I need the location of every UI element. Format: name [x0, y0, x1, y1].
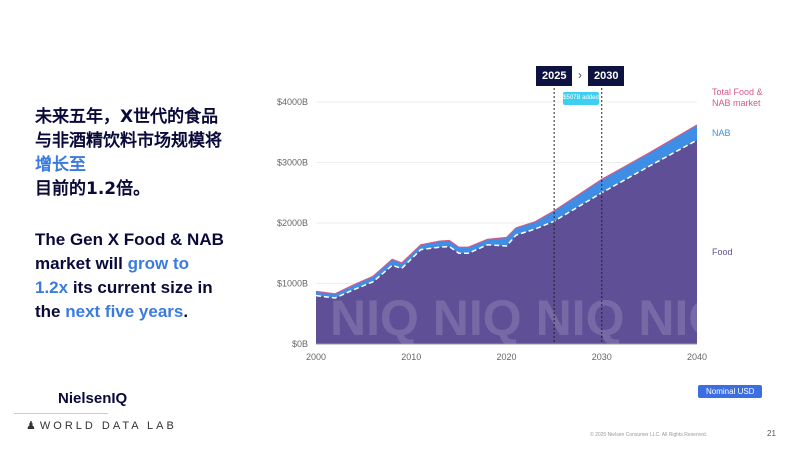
- chevron-right-icon: ›: [578, 68, 582, 82]
- copyright: © 2025 Nielsen Consumer LLC. All Rights …: [590, 432, 708, 438]
- total-line: [315, 124, 698, 295]
- y-tick-label: $0B: [292, 339, 308, 349]
- legend-total: Total Food & NAB market: [712, 87, 763, 108]
- y-tick-label: $2000B: [277, 218, 308, 228]
- y-tick-label: $1000B: [277, 279, 308, 289]
- x-tick-label: 2000: [306, 352, 326, 362]
- world-data-lab-logo: ♟ WORLD DATA LAB: [26, 420, 177, 432]
- legend-food: Food: [712, 247, 733, 257]
- y-tick-label: $4000B: [277, 97, 308, 107]
- year-label-2025: 2025: [536, 66, 573, 86]
- x-tick-label: 2020: [496, 352, 516, 362]
- x-tick-label: 2030: [592, 352, 612, 362]
- headline-english: The Gen X Food & NAB market will grow to…: [35, 230, 224, 321]
- watermark: NIQ NIQ NIQ NIQ: [330, 290, 727, 346]
- page-number: 21: [767, 429, 776, 438]
- y-tick-label: $3000B: [277, 158, 308, 168]
- currency-badge: Nominal USD: [698, 385, 763, 398]
- x-tick-label: 2040: [687, 352, 707, 362]
- year-label-2030: 2030: [588, 66, 625, 86]
- legend-nab: NAB: [712, 128, 731, 138]
- headline-chinese: 未来五年，X世代的食品与非酒精饮料市场规模将增长至 目前的1.2倍。: [35, 107, 222, 199]
- added-value-badge: $507B added: [563, 92, 599, 105]
- nielseniq-logo: NielsenIQ: [58, 390, 128, 407]
- divider: [14, 413, 108, 414]
- figure-icon: ♟: [26, 420, 36, 432]
- x-tick-label: 2010: [401, 352, 421, 362]
